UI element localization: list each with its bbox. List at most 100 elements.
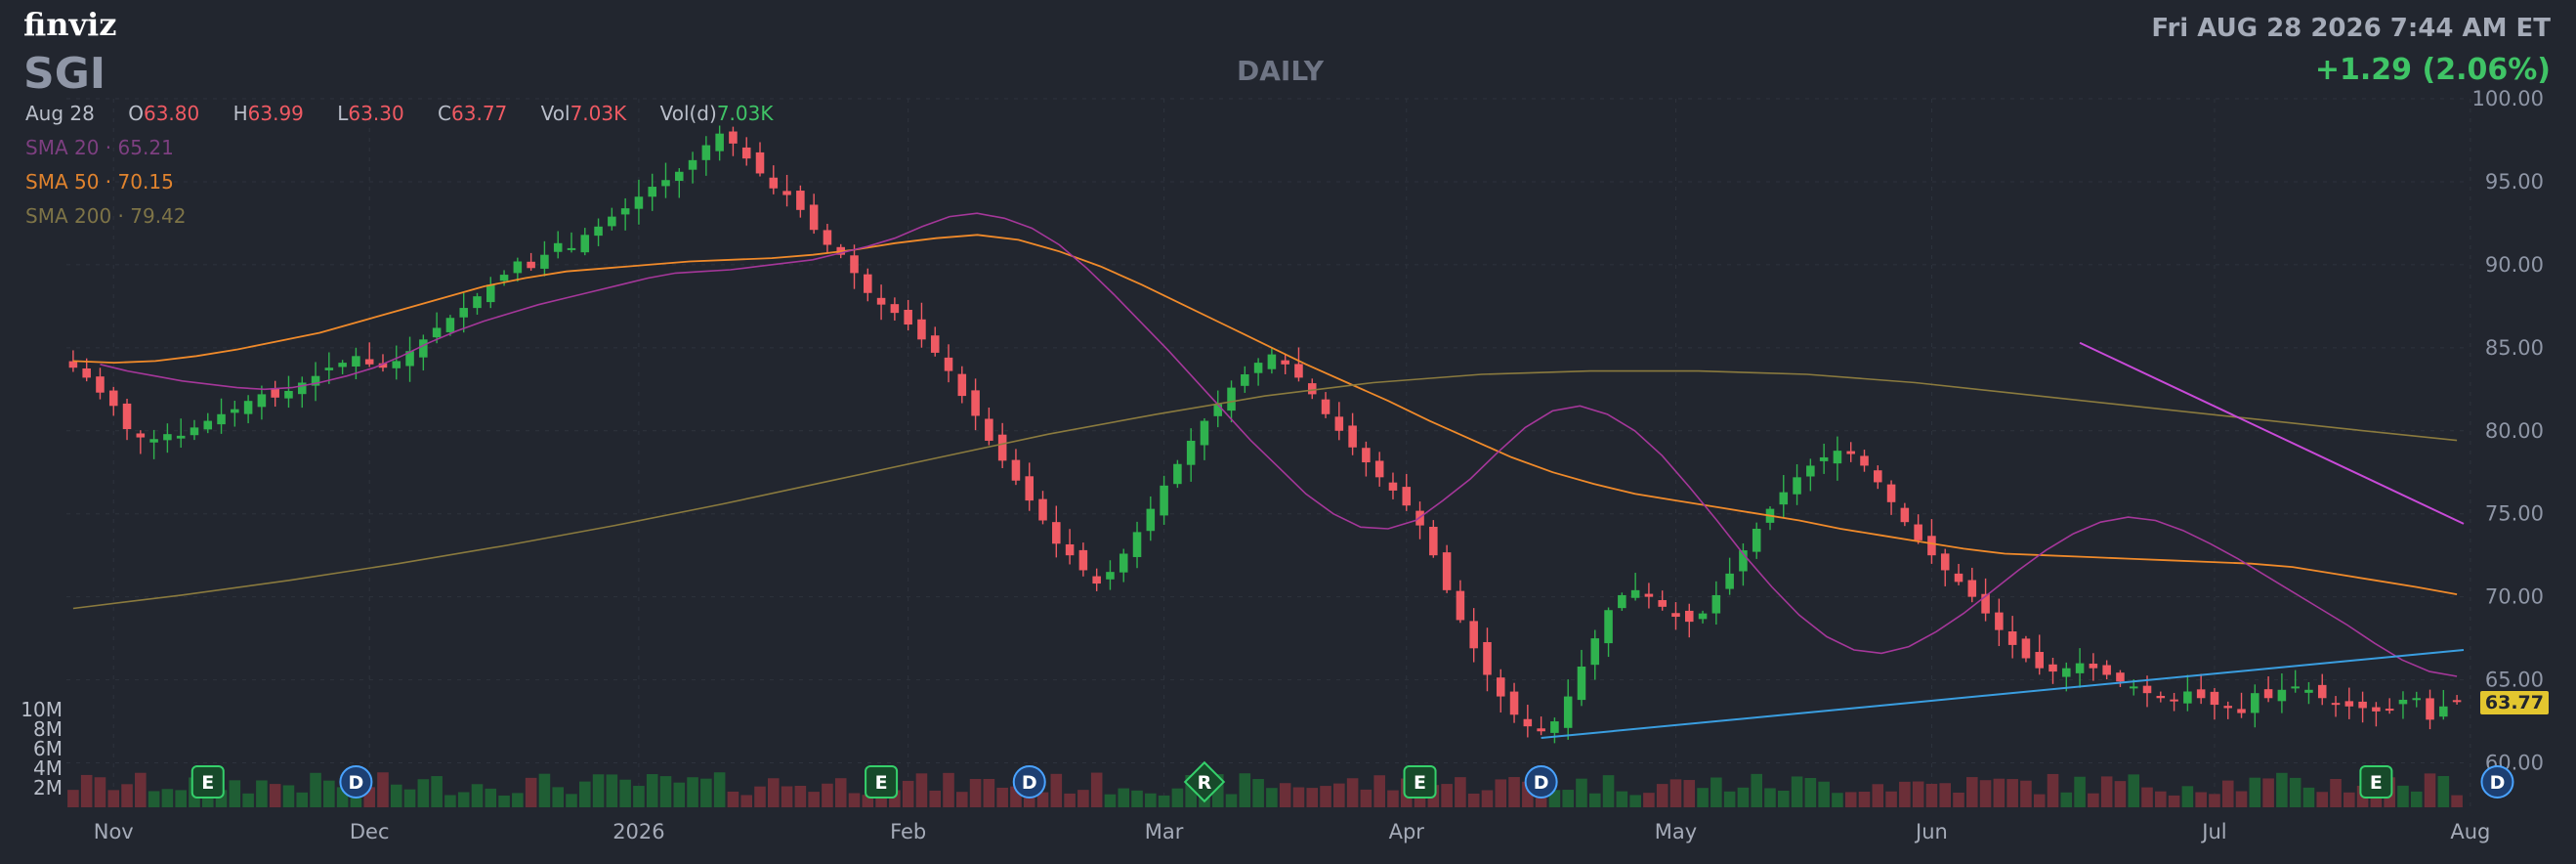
candle-body (1537, 728, 1545, 732)
candle-body (1967, 580, 1977, 597)
candle-body (957, 373, 967, 397)
candle-body (661, 180, 670, 187)
dividend-marker (339, 765, 373, 799)
sma200-value: 79.42 (130, 204, 187, 228)
volume-bar (1764, 788, 1776, 807)
volume-bar (1495, 779, 1507, 807)
volume-bar (687, 777, 698, 807)
candle-body (2116, 672, 2125, 682)
candle-body (122, 403, 132, 430)
x-tick-label: Aug (2450, 820, 2490, 843)
candle-body (96, 376, 105, 393)
candle-body (1940, 553, 1950, 571)
earnings-marker (865, 765, 899, 799)
candle-body (553, 242, 563, 252)
volume-bar (1899, 781, 1911, 807)
candle-body (1402, 487, 1412, 506)
y-tick-label: 85.00 (2485, 336, 2544, 360)
volume-bar (390, 784, 402, 807)
volume-bar (754, 786, 766, 807)
candle-body (634, 196, 644, 209)
volume-bar (1104, 794, 1117, 807)
x-tick-label: Feb (890, 820, 926, 843)
candle-body (2317, 684, 2327, 699)
volume-label: Vol (540, 102, 570, 125)
sma200-line (72, 369, 2458, 610)
candle-body (620, 208, 630, 215)
volume-bar (713, 772, 726, 807)
daily-volume-value: 7.03K (716, 102, 774, 125)
volume-bar (175, 790, 187, 807)
event-marker-label: E (1414, 772, 1426, 794)
candle-body (567, 247, 576, 250)
volume-bar (1588, 793, 1601, 807)
candle-body (364, 359, 374, 365)
volume-bar (2088, 793, 2099, 807)
volume-bar (2276, 772, 2288, 807)
last-price-badge: 63.77 (2479, 691, 2549, 714)
candle-body (1253, 363, 1263, 373)
candle-body (2426, 698, 2434, 720)
event-marker-label: D (1022, 772, 1037, 794)
candle-body (971, 390, 980, 416)
volume-bar (1266, 788, 1278, 807)
volume-bar (1158, 795, 1170, 807)
volume-bar (310, 772, 321, 807)
candle-body (1995, 612, 2004, 630)
candle-body (271, 388, 279, 398)
volume-bar (1832, 793, 1843, 807)
volume-bar (282, 785, 295, 807)
volume-bar (1966, 777, 1978, 807)
volume-tick-label: 4M (33, 756, 63, 780)
volume-bar (135, 772, 147, 807)
candle-body (1577, 666, 1586, 701)
earnings-marker (2359, 765, 2393, 799)
sma50-legend[interactable]: SMA 50 · 70.15 (25, 170, 174, 194)
candle-body (1739, 550, 1748, 572)
candle-body (1307, 383, 1317, 395)
volume-bar (269, 784, 281, 807)
candle-body (136, 433, 146, 438)
volume-bar (403, 789, 416, 807)
volume-bar (2060, 792, 2073, 807)
candle-body (1213, 404, 1223, 416)
sma20-legend[interactable]: SMA 20 · 65.21 (25, 136, 174, 159)
bar-date: Aug 28 (25, 102, 95, 125)
candle-body (1927, 536, 1936, 556)
candle-body (1779, 492, 1789, 505)
volume-bar (2451, 795, 2463, 807)
volume-bar (1360, 789, 1372, 807)
candle-body (2439, 706, 2448, 717)
volume-bar (1171, 788, 1184, 807)
candle-body (2263, 689, 2273, 699)
x-tick-label: Nov (94, 820, 134, 843)
candle-body (2007, 631, 2017, 645)
volume-bar (768, 778, 780, 807)
volume-bar (673, 782, 686, 807)
finviz-logo[interactable]: finviz (23, 6, 117, 43)
volume-bar (633, 786, 645, 807)
candle-body (2344, 701, 2354, 707)
volume-bar (94, 777, 106, 807)
volume-bar (1656, 784, 1668, 807)
volume-bar (1562, 790, 1574, 807)
volume-bar (2209, 794, 2220, 807)
candle-body (1186, 440, 1196, 465)
candle-body (324, 367, 334, 370)
volume-bar (1804, 777, 1817, 807)
volume-bar (606, 774, 618, 807)
volume-bar (1979, 780, 1992, 807)
candle-body (2035, 652, 2044, 669)
candle-body (540, 254, 549, 269)
candle-body (890, 304, 900, 314)
candle-body (580, 235, 590, 253)
candle-body (1725, 573, 1734, 589)
volume-bar (794, 785, 807, 807)
candle-body (1886, 484, 1896, 502)
candle-body (594, 226, 603, 237)
volume-bar (740, 795, 753, 807)
sma200-legend[interactable]: SMA 200 · 79.42 (25, 204, 187, 228)
candle-body (876, 297, 886, 305)
candle-body (311, 375, 320, 386)
volume-bar (1441, 784, 1453, 807)
